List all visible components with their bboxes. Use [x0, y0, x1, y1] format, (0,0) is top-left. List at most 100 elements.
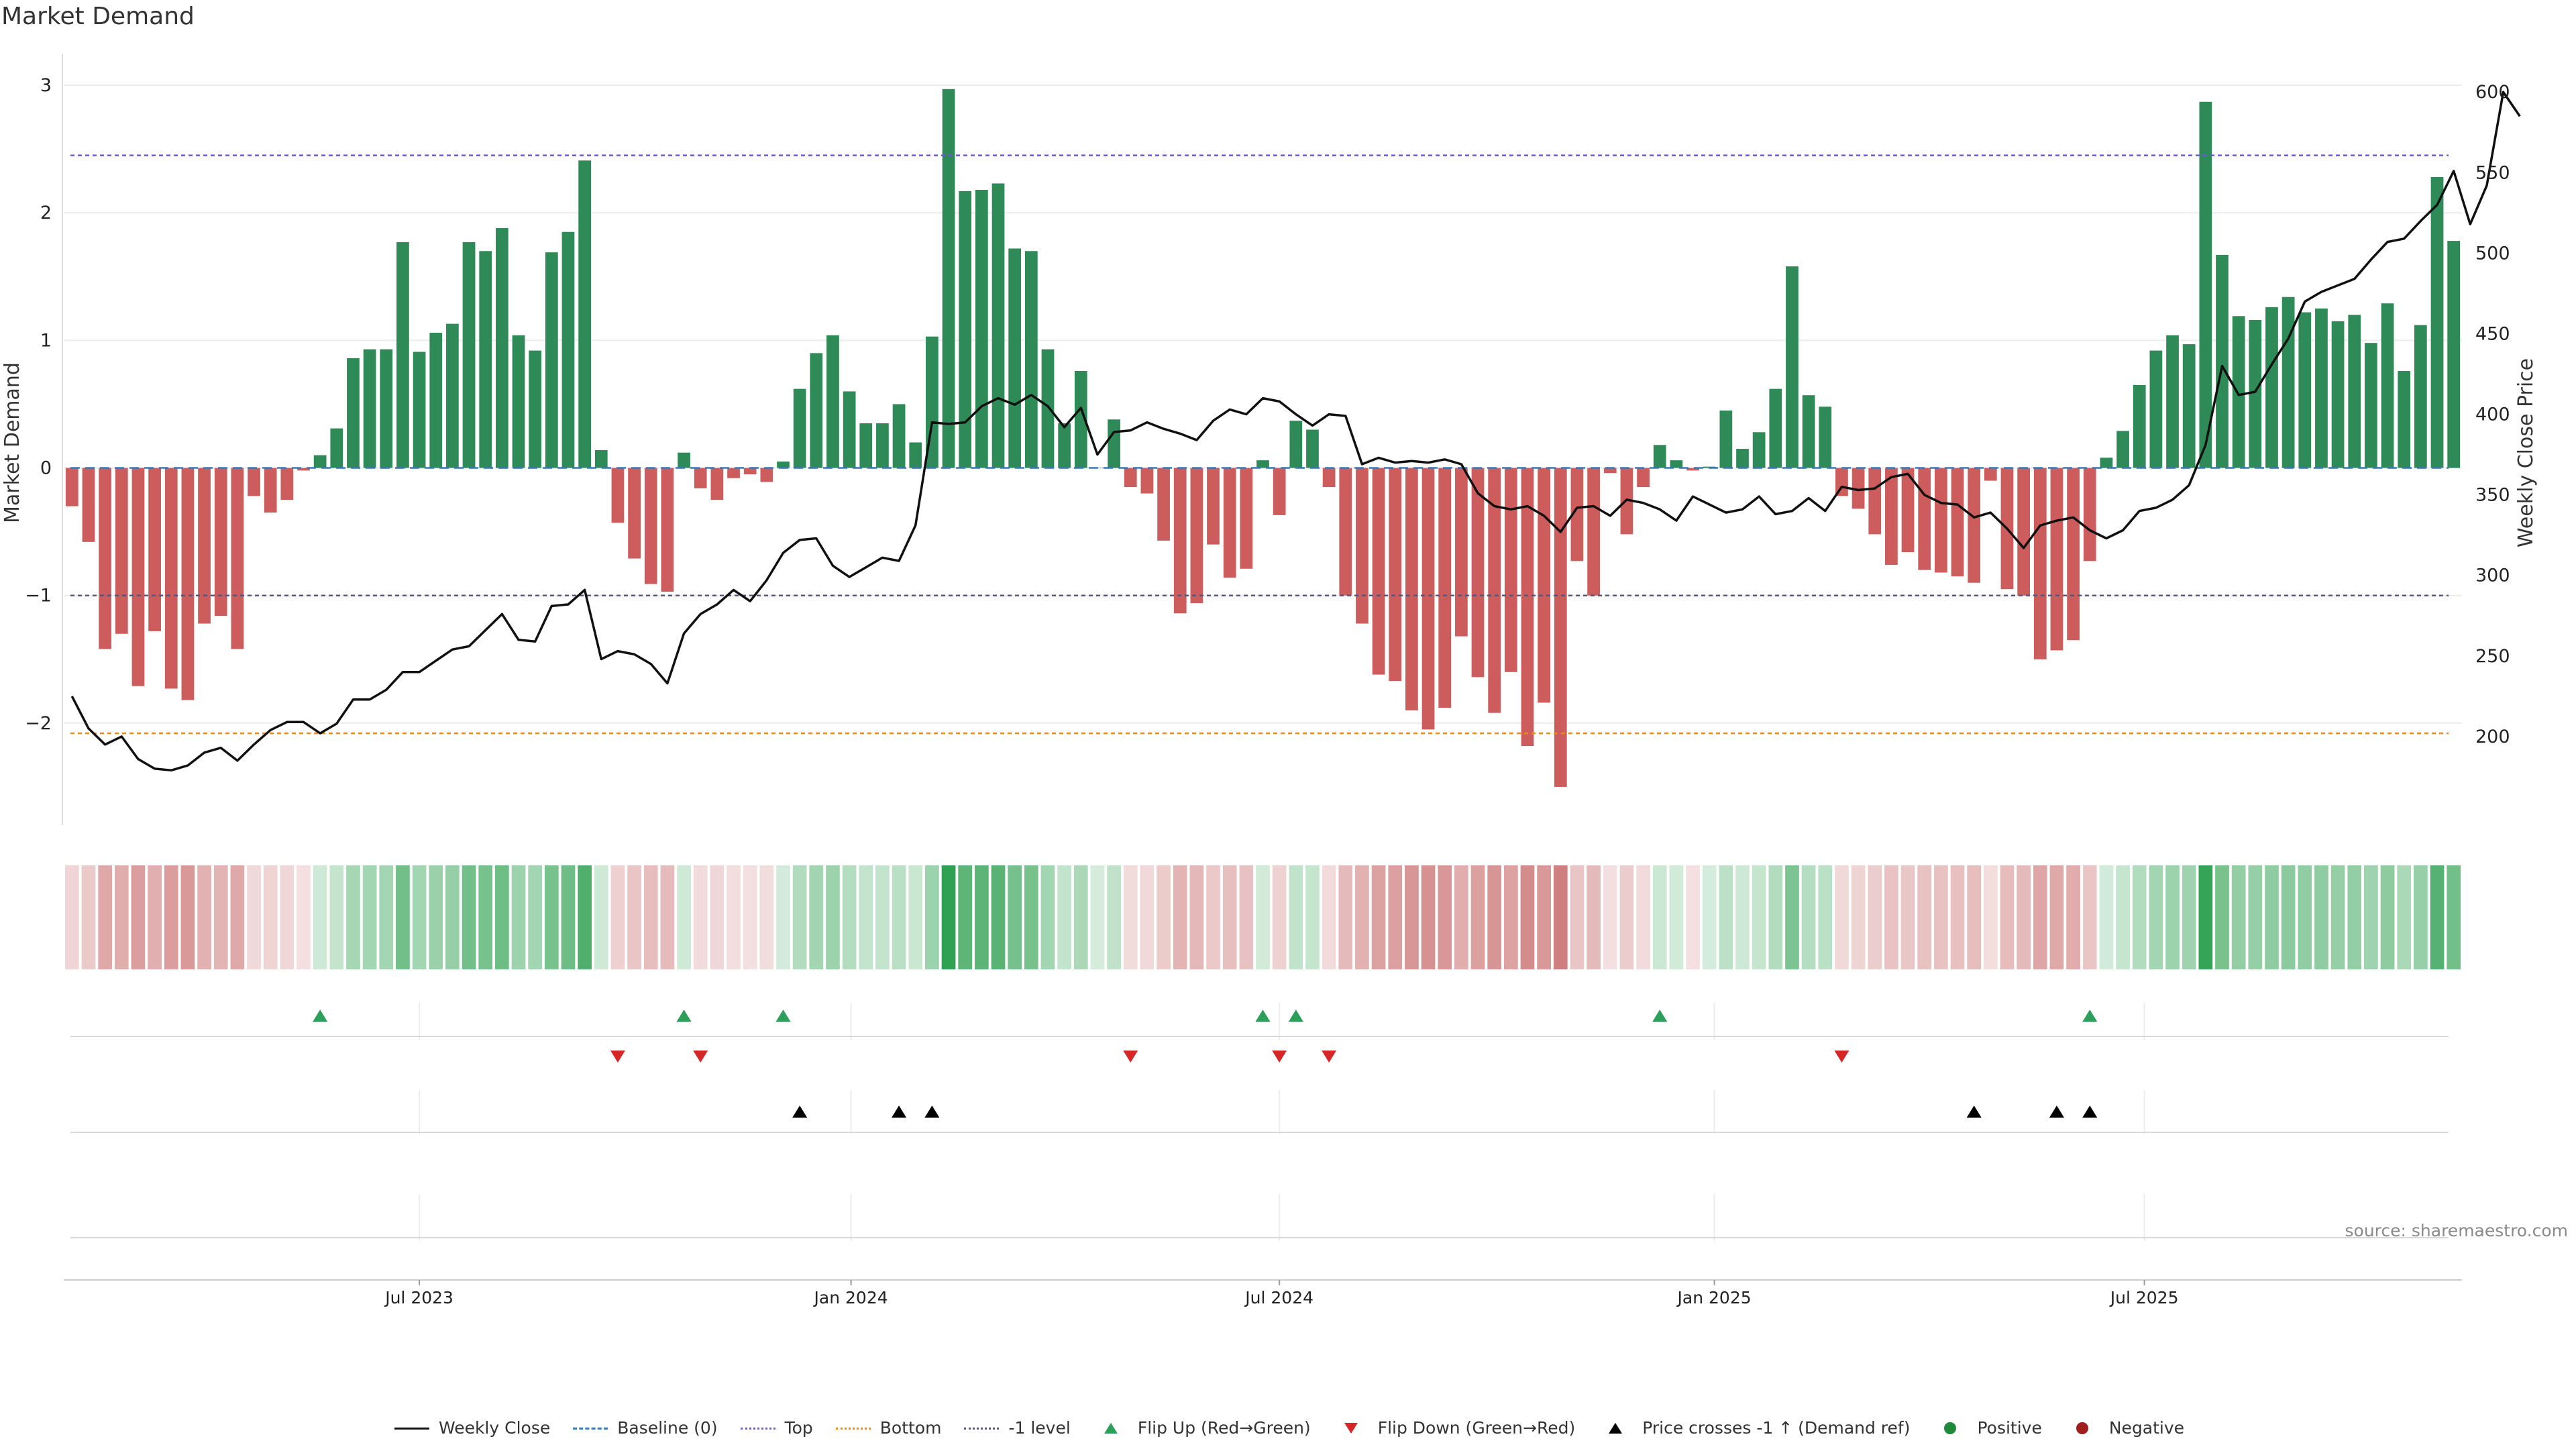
heat-cell-negative: [1520, 865, 1535, 969]
heat-cell-negative: [2017, 865, 2031, 969]
heat-cell-positive: [544, 865, 559, 969]
legend-label: Negative: [2108, 1418, 2185, 1438]
demand-bar-negative: [1851, 468, 1865, 509]
demand-bar-negative: [2033, 468, 2047, 659]
demand-bar-positive: [2365, 343, 2377, 468]
heat-cell-positive: [1669, 865, 1684, 969]
heat-cell-positive: [2149, 865, 2163, 969]
demand-bar-negative: [1421, 468, 1435, 730]
heat-cell-negative: [1454, 865, 1468, 969]
demand-bar-positive: [2116, 431, 2129, 468]
x-tick-label: Jan 2025: [1676, 1288, 1752, 1307]
heat-cell-positive: [445, 865, 460, 969]
heat-cell-positive: [826, 865, 840, 969]
heat-cell-negative: [1123, 865, 1138, 969]
heat-cell-positive: [578, 865, 592, 969]
demand-bar-negative: [1554, 468, 1567, 787]
heat-cell-positive: [875, 865, 890, 969]
demand-bar-positive: [975, 189, 988, 468]
heat-cell-negative: [98, 865, 112, 969]
legend-label: Top: [784, 1418, 813, 1438]
heat-cell-negative: [1636, 865, 1650, 969]
heat-cell-negative: [2033, 865, 2047, 969]
demand-bar-negative: [1488, 468, 1501, 713]
demand-bar-negative: [1207, 468, 1220, 545]
demand-bar-positive: [347, 358, 360, 468]
flip-down-marker: [693, 1051, 708, 1063]
y-tick-label: 0: [40, 458, 52, 479]
demand-bar-positive: [545, 252, 558, 468]
demand-bar-negative: [1405, 468, 1418, 710]
y2-tick-label: 500: [2475, 243, 2510, 264]
heat-cell-negative: [148, 865, 162, 969]
demand-bar-negative: [1603, 468, 1617, 474]
heat-cell-positive: [2132, 865, 2147, 969]
demand-bar-negative: [198, 468, 211, 624]
heat-cell-negative: [2082, 865, 2097, 969]
demand-bar-negative: [1356, 468, 1368, 624]
y-tick-label: −2: [25, 713, 52, 734]
heat-cell-positive: [2447, 865, 2461, 969]
demand-bar-negative: [644, 468, 657, 584]
heat-cell-positive: [2165, 865, 2180, 969]
demand-bar-positive: [2232, 316, 2245, 468]
flip-up-marker: [1652, 1010, 1668, 1022]
demand-bar-positive: [2216, 254, 2229, 468]
price-cross-marker: [892, 1106, 907, 1118]
heat-cell-positive: [313, 865, 327, 969]
demand-bar-positive: [413, 352, 426, 468]
heat-cell-positive: [2265, 865, 2279, 969]
heat-cell-positive: [1040, 865, 1055, 969]
demand-bar-positive: [1008, 248, 1022, 468]
y2-tick-label: 400: [2475, 405, 2510, 425]
heat-cell-positive: [379, 865, 394, 969]
demand-bar-positive: [2199, 101, 2212, 468]
demand-bar-positive: [2166, 335, 2179, 468]
demand-bar-positive: [959, 191, 972, 468]
demand-bar-negative: [264, 468, 277, 513]
demand-bar-positive: [1074, 371, 1087, 468]
heat-cell-negative: [297, 865, 311, 969]
demand-bar-negative: [181, 468, 195, 700]
heat-cell-negative: [727, 865, 741, 969]
heat-cell-negative: [1140, 865, 1155, 969]
heat-cell-negative: [1470, 865, 1485, 969]
demand-bar-negative: [1140, 468, 1154, 494]
legend-label: Positive: [1977, 1418, 2042, 1438]
legend: Weekly Close Baseline (0) Top Bottom -1 leve…: [0, 1418, 2576, 1438]
demand-bar-negative: [1968, 468, 1981, 583]
weekly-close-line: [70, 91, 2521, 772]
heat-cell-negative: [1421, 865, 1436, 969]
demand-bar-negative: [1901, 468, 1915, 553]
demand-bar-negative: [1223, 468, 1236, 578]
heat-cell-positive: [2215, 865, 2229, 969]
heat-cell-negative: [2000, 865, 2015, 969]
heat-cell-negative: [1173, 865, 1187, 969]
heat-cell-negative: [1487, 865, 1502, 969]
heat-cell-positive: [2414, 865, 2428, 969]
demand-bar-positive: [2298, 312, 2312, 468]
legend-symbol-line-solid: [392, 1420, 432, 1436]
legend-item: Flip Down (Green→Red): [1331, 1418, 1575, 1438]
heat-cell-negative: [1686, 865, 1700, 969]
heat-cell-negative: [1917, 865, 1932, 969]
heat-cell-negative: [1967, 865, 1982, 969]
price-cross-marker: [1966, 1106, 1982, 1118]
heat-cell-positive: [1752, 865, 1766, 969]
demand-bar-negative: [1521, 468, 1534, 747]
heat-cell-negative: [114, 865, 129, 969]
flip-down-marker: [1123, 1051, 1138, 1063]
heat-cell-negative: [247, 865, 261, 969]
heat-cell-negative: [1322, 865, 1336, 969]
heat-cell-negative: [1338, 865, 1353, 969]
heat-cell-positive: [859, 865, 873, 969]
demand-bar-positive: [2133, 384, 2146, 468]
heat-cell-positive: [1735, 865, 1750, 969]
flip-up-marker: [775, 1010, 791, 1022]
demand-bar-positive: [1306, 429, 1319, 468]
x-tick-label: Jul 2023: [384, 1288, 453, 1307]
heat-cell-positive: [1702, 865, 1717, 969]
demand-bar-positive: [793, 388, 806, 468]
heat-cell-positive: [396, 865, 410, 969]
